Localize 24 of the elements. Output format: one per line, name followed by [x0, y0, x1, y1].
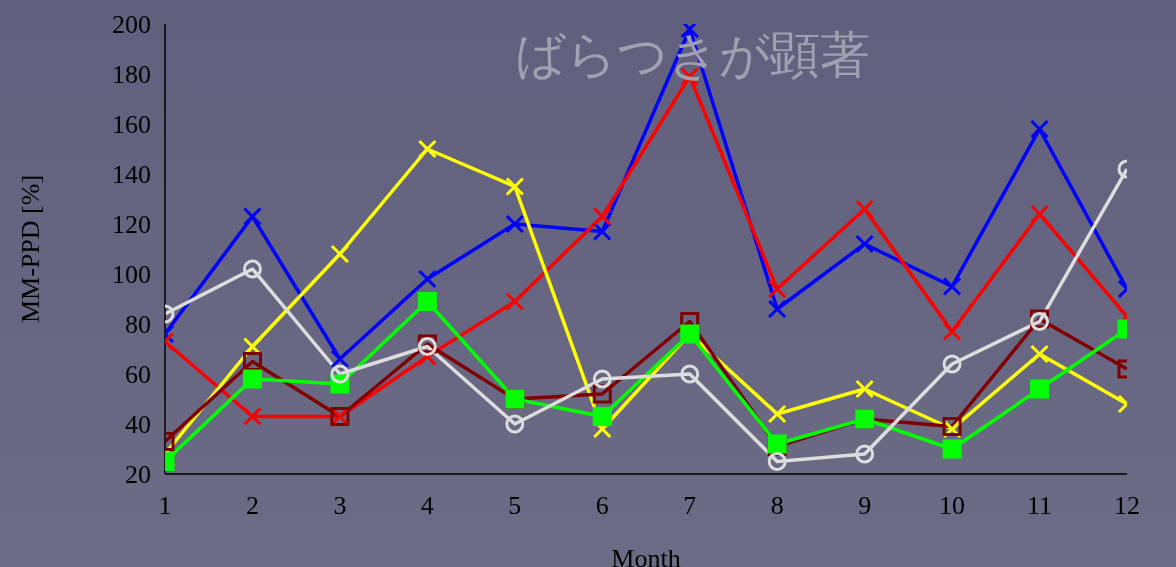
x-tick-label: 12: [1114, 491, 1140, 521]
y-tick-label: 80: [125, 310, 151, 340]
x-axis-title: Month: [611, 544, 681, 567]
x-tick-label: 1: [158, 491, 172, 521]
x-tick-label: 5: [508, 491, 522, 521]
y-tick-label: 160: [112, 110, 151, 140]
x-tick-label: 9: [858, 491, 872, 521]
y-tick-label: 100: [112, 260, 151, 290]
y-tick-label: 20: [125, 460, 151, 490]
y-tick-label: 200: [112, 10, 151, 40]
x-tick-label: 6: [595, 491, 609, 521]
x-tick-label: 8: [770, 491, 784, 521]
y-tick-label: 140: [112, 160, 151, 190]
x-tick-label: 10: [939, 491, 966, 521]
y-axis-title: MM-PPD [%]: [16, 174, 46, 324]
y-tick-label: 60: [125, 360, 151, 390]
x-tick-label: 7: [683, 491, 697, 521]
x-tick-label: 2: [245, 491, 259, 521]
y-tick-label: 40: [125, 410, 151, 440]
x-tick-label: 11: [1027, 491, 1053, 521]
x-tick-label: 3: [333, 491, 347, 521]
x-tick-label: 4: [420, 491, 434, 521]
y-tick-label: 180: [112, 60, 151, 90]
y-tick-label: 120: [112, 210, 151, 240]
